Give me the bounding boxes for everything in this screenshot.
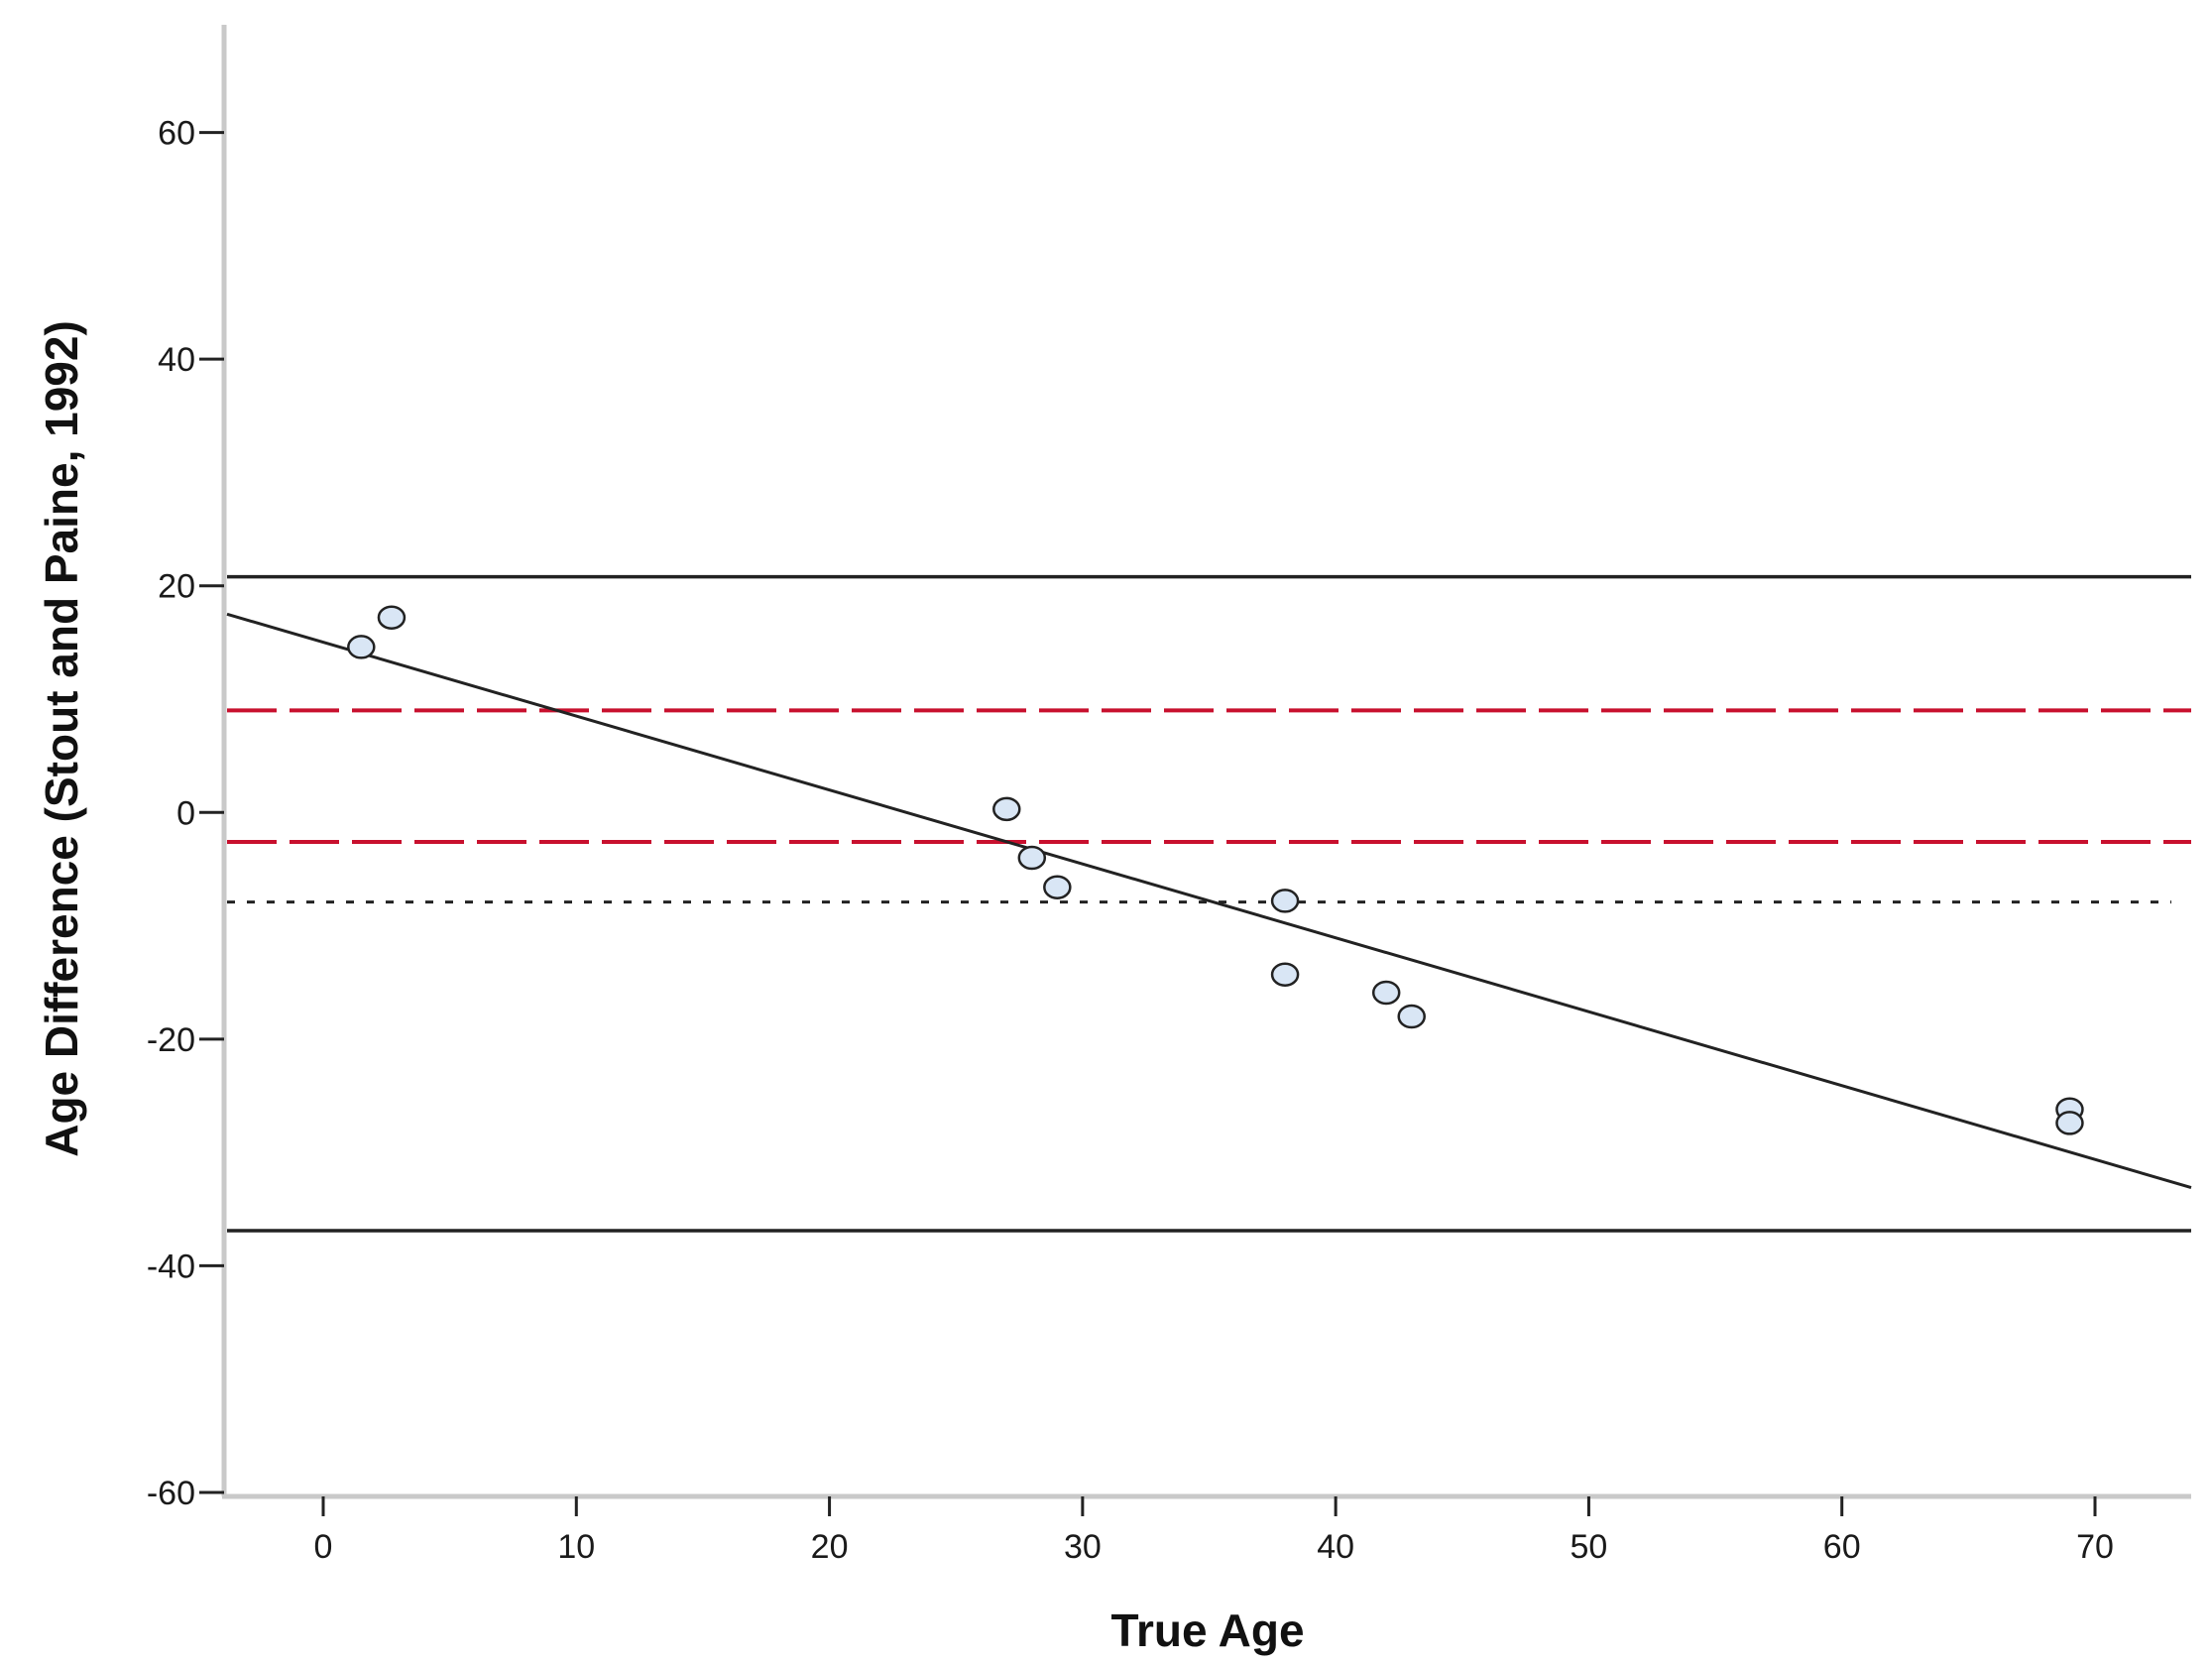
y-tick-label: 20 bbox=[158, 568, 195, 606]
data-point bbox=[377, 605, 407, 630]
x-tick-label: 0 bbox=[314, 1528, 333, 1566]
x-tick-label: 20 bbox=[811, 1528, 849, 1566]
data-point bbox=[992, 796, 1021, 822]
y-axis-title: Age Difference (Stout and Paine, 1992) bbox=[36, 320, 87, 1157]
x-axis-title: True Age bbox=[1110, 1605, 1304, 1656]
axis-frame bbox=[221, 25, 2191, 1499]
data-points bbox=[347, 605, 2084, 1135]
data-point bbox=[1043, 875, 1072, 899]
data-point bbox=[1397, 1004, 1426, 1029]
x-tick-label: 10 bbox=[557, 1528, 595, 1566]
regression-line-group bbox=[226, 612, 2192, 1190]
data-point bbox=[1270, 889, 1300, 913]
data-point bbox=[2055, 1111, 2084, 1135]
y-axis-ticks: -60 -40 -20 0 20 40 60 bbox=[147, 115, 224, 1512]
data-point bbox=[347, 635, 376, 659]
y-tick-label: -60 bbox=[147, 1475, 195, 1512]
y-tick-label: 0 bbox=[176, 794, 195, 832]
x-tick-label: 70 bbox=[2076, 1528, 2114, 1566]
y-tick-label: 40 bbox=[158, 341, 195, 379]
data-point bbox=[1270, 962, 1300, 987]
data-point bbox=[1371, 980, 1401, 1006]
x-tick-label: 60 bbox=[1823, 1528, 1861, 1566]
reference-lines bbox=[227, 574, 2191, 1233]
regression-line bbox=[226, 612, 2192, 1190]
x-tick-label: 50 bbox=[1571, 1528, 1608, 1566]
x-tick-label: 30 bbox=[1064, 1528, 1102, 1566]
y-tick-label: 60 bbox=[158, 115, 195, 153]
y-tick-label: -40 bbox=[147, 1248, 195, 1285]
y-tick-label: -20 bbox=[147, 1021, 195, 1059]
data-point bbox=[1017, 845, 1047, 871]
x-axis-ticks: 0 10 20 30 40 50 60 70 bbox=[314, 1496, 2114, 1566]
x-tick-label: 40 bbox=[1317, 1528, 1354, 1566]
